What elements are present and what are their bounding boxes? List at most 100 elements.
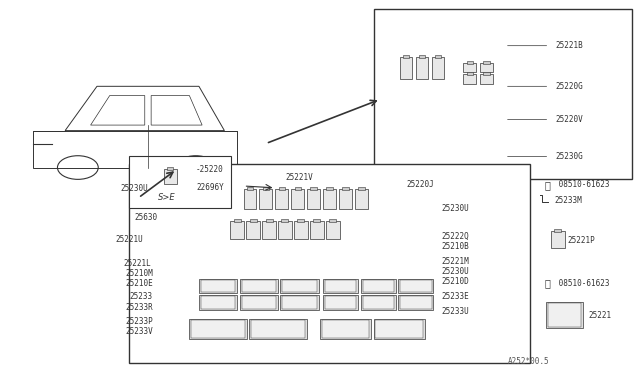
Bar — [310, 221, 324, 239]
Text: 25233M: 25233M — [554, 196, 582, 205]
Text: 25230G: 25230G — [556, 152, 584, 161]
Text: 25221B: 25221B — [556, 41, 584, 50]
Text: 25233: 25233 — [130, 292, 153, 301]
Bar — [467, 61, 473, 64]
Bar — [298, 219, 305, 222]
Bar — [546, 302, 583, 328]
Bar — [554, 229, 561, 232]
Bar — [240, 295, 278, 310]
Bar — [483, 72, 490, 75]
Text: Ⓢ: Ⓢ — [545, 180, 551, 190]
Bar — [480, 63, 493, 73]
Bar — [342, 186, 349, 189]
Text: 25220J: 25220J — [406, 180, 434, 189]
Bar — [278, 186, 285, 189]
Text: 25233P: 25233P — [125, 317, 153, 326]
Text: 25630: 25630 — [134, 213, 157, 222]
Bar — [399, 57, 412, 79]
Text: 08510-61623: 08510-61623 — [554, 180, 610, 189]
Bar — [189, 319, 246, 339]
Text: 25233R: 25233R — [125, 302, 153, 312]
Text: 25221M: 25221M — [441, 257, 469, 266]
Bar — [234, 219, 241, 222]
Bar — [129, 164, 531, 363]
Bar — [325, 296, 356, 309]
Bar — [361, 279, 396, 294]
Bar — [398, 295, 433, 310]
Text: 25233V: 25233V — [125, 327, 153, 336]
Bar — [310, 186, 317, 189]
Bar — [294, 186, 301, 189]
Bar — [307, 189, 320, 209]
Bar — [398, 279, 433, 294]
Text: 25221V: 25221V — [286, 173, 314, 182]
Bar — [415, 57, 428, 79]
Text: 25221P: 25221P — [567, 236, 595, 245]
Bar — [374, 319, 424, 339]
Bar — [355, 189, 368, 209]
Bar — [323, 295, 358, 310]
Bar — [326, 186, 333, 189]
Bar — [280, 295, 319, 310]
Text: 25230U: 25230U — [120, 184, 148, 193]
Bar — [480, 74, 493, 84]
Bar — [358, 186, 365, 189]
Bar — [320, 319, 371, 339]
Bar — [419, 55, 425, 58]
Text: 25210E: 25210E — [125, 279, 153, 288]
Text: 25233U: 25233U — [441, 307, 469, 316]
Bar — [363, 296, 394, 309]
Bar — [199, 279, 237, 294]
Bar — [550, 231, 564, 248]
Text: 25233E: 25233E — [441, 292, 469, 301]
Text: S>E: S>E — [157, 193, 175, 202]
Bar — [201, 280, 236, 292]
Bar — [278, 221, 292, 239]
Bar — [262, 186, 269, 189]
Bar — [374, 9, 632, 179]
Bar — [129, 157, 231, 208]
Bar — [323, 279, 358, 294]
Bar — [262, 221, 276, 239]
Bar — [282, 296, 317, 309]
Text: 25221: 25221 — [589, 311, 612, 320]
Text: 25210M: 25210M — [125, 269, 153, 278]
Bar — [548, 303, 581, 327]
Bar — [244, 189, 256, 209]
Text: 08510-61623: 08510-61623 — [554, 279, 610, 288]
Text: 25221U: 25221U — [115, 235, 143, 244]
Bar — [483, 61, 490, 64]
Bar — [259, 189, 272, 209]
Bar — [376, 320, 422, 338]
Text: 25210D: 25210D — [441, 278, 469, 286]
Bar — [199, 295, 237, 310]
Text: 25230U: 25230U — [441, 203, 469, 213]
Bar — [435, 55, 441, 58]
Bar — [246, 221, 260, 239]
Text: 25220G: 25220G — [556, 82, 584, 91]
Bar — [250, 219, 257, 222]
Bar — [431, 57, 444, 79]
Bar — [403, 55, 409, 58]
Bar — [282, 280, 317, 292]
Bar — [467, 72, 473, 75]
Text: 25210B: 25210B — [441, 242, 469, 251]
Bar — [329, 219, 336, 222]
Bar — [325, 280, 356, 292]
Bar — [294, 221, 308, 239]
Bar — [201, 296, 236, 309]
Text: 25230U: 25230U — [441, 267, 469, 276]
Bar — [275, 189, 288, 209]
Bar — [242, 296, 276, 309]
Bar — [463, 63, 476, 73]
Bar — [400, 296, 431, 309]
Bar — [164, 169, 177, 184]
Text: 25221L: 25221L — [124, 259, 151, 268]
Bar — [326, 221, 340, 239]
Bar — [322, 320, 369, 338]
Bar — [363, 280, 394, 292]
Bar — [400, 280, 431, 292]
Bar — [246, 186, 253, 189]
Bar — [240, 279, 278, 294]
Bar — [323, 189, 336, 209]
